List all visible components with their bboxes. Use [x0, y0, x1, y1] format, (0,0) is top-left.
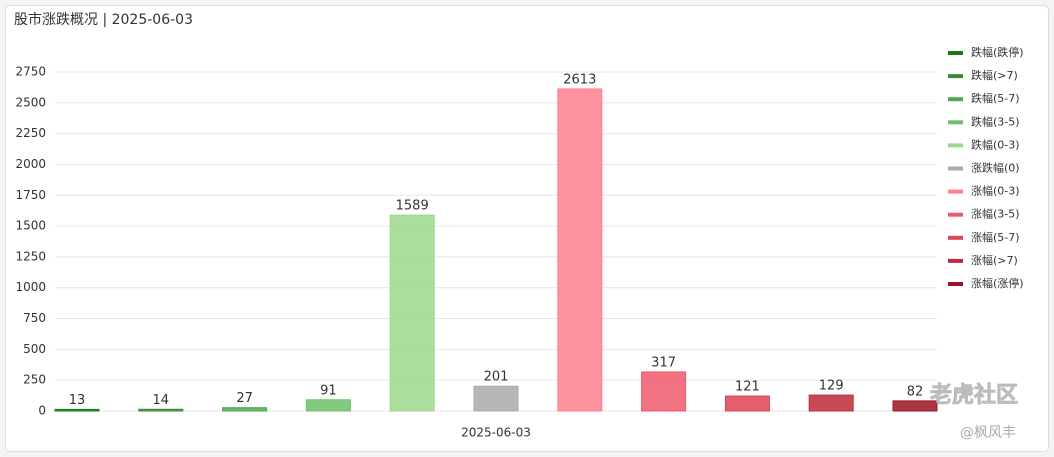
value-label: 13: [69, 393, 86, 408]
bar: [54, 408, 100, 412]
legend-label: 跌幅(跌停): [971, 45, 1024, 59]
y-tick-label: 2750: [15, 65, 46, 79]
legend-label: 涨幅(涨停): [971, 276, 1024, 290]
bar: [892, 400, 938, 412]
value-label: 129: [819, 379, 844, 394]
y-tick-label: 2500: [15, 95, 46, 109]
legend-label: 涨幅(5-7): [971, 231, 1020, 244]
y-tick-label: 1000: [15, 280, 46, 294]
legend-label: 涨幅(>7): [971, 254, 1018, 267]
value-label: 121: [735, 380, 760, 395]
legend-label: 跌幅(5-7): [971, 91, 1020, 105]
y-tick-label: 0: [38, 404, 46, 418]
watermark: 老虎社区: [929, 382, 1018, 408]
value-label: 317: [651, 355, 676, 370]
y-tick-label: 2000: [15, 157, 46, 171]
chart-title: 股市涨跌概况 | 2025-06-03: [14, 11, 193, 28]
x-tick-label: 2025-06-03: [461, 426, 531, 440]
bar: [557, 88, 603, 412]
y-tick-label: 500: [23, 342, 46, 356]
legend-label: 涨幅(0-3): [971, 185, 1020, 198]
legend-label: 涨跌幅(0): [971, 161, 1020, 175]
value-label: 82: [907, 384, 924, 399]
bar: [389, 214, 435, 412]
value-label: 1589: [396, 199, 429, 214]
panel: [5, 5, 1049, 452]
y-tick-label: 1500: [15, 219, 46, 233]
value-label: 91: [320, 383, 337, 398]
bar: [641, 371, 687, 412]
legend-label: 跌幅(0-3): [971, 137, 1020, 151]
y-tick-label: 2250: [15, 126, 46, 140]
bar: [724, 395, 770, 412]
bar: [808, 394, 854, 412]
y-tick-label: 1750: [15, 188, 46, 202]
y-tick-label: 1250: [15, 249, 46, 263]
watermark: @枫风丰: [960, 425, 1016, 441]
value-label: 2613: [563, 72, 596, 87]
legend-label: 涨幅(3-5): [971, 208, 1020, 221]
legend-label: 跌幅(>7): [971, 68, 1018, 82]
legend-label: 跌幅(3-5): [971, 114, 1020, 128]
y-tick-label: 250: [23, 373, 46, 387]
value-label: 201: [484, 370, 509, 385]
value-label: 27: [236, 391, 253, 406]
bar: [222, 407, 268, 412]
bar: [305, 399, 351, 412]
bar: [473, 385, 519, 412]
value-label: 14: [153, 393, 170, 408]
bar: [138, 408, 184, 412]
y-tick-label: 750: [23, 311, 46, 325]
